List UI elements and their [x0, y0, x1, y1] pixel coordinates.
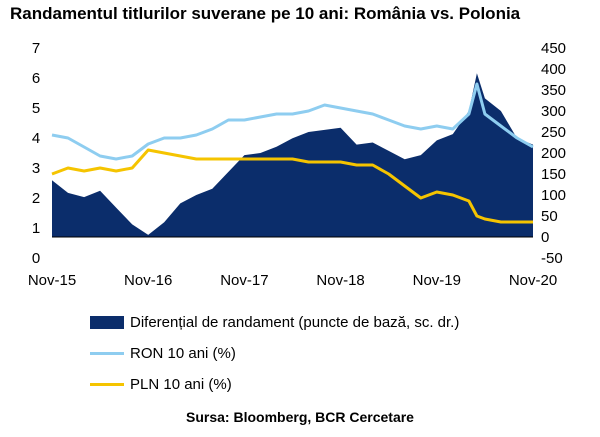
right-axis-tick-label: 150 [541, 166, 566, 183]
yield-chart: 0 1 2 3 4 5 6 7 -50 0 50 100 150 200 250 300 350 400 450 No… [28, 40, 566, 289]
legend-swatch-pln [90, 382, 124, 386]
right-axis-tick-label: 100 [541, 187, 566, 204]
right-axis-tick-label: 0 [541, 229, 549, 246]
x-axis-tick-label: Nov-17 [220, 272, 268, 289]
pln-10y-line [51, 148, 533, 224]
left-axis-tick-label: 4 [32, 130, 40, 147]
spread-area [52, 73, 533, 237]
left-axis-tick-label: 7 [32, 40, 40, 57]
legend-swatch-ron [90, 351, 124, 355]
right-axis-tick-label: 350 [541, 82, 566, 99]
legend-label-ron: RON 10 ani (%) [130, 344, 236, 362]
ron-10y-line [51, 82, 534, 161]
legend-item-ron: RON 10 ani (%) [90, 343, 236, 363]
legend-item-pln: PLN 10 ani (%) [90, 374, 232, 394]
right-axis-tick-label: 200 [541, 145, 566, 162]
source-note: Sursa: Bloomberg, BCR Cercetare [186, 409, 414, 425]
legend-swatch-spread [90, 315, 124, 329]
right-axis-tick-label: 250 [541, 124, 566, 141]
right-axis-tick-label: -50 [541, 250, 563, 267]
chart-title: Randamentul titlurilor suverane pe 10 an… [10, 4, 521, 23]
x-axis-tick-label: Nov-16 [124, 272, 172, 289]
legend-label-spread: Diferențial de randament (puncte de bază… [130, 313, 460, 331]
right-axis-tick-label: 50 [541, 208, 558, 225]
right-axis-tick-label: 450 [541, 40, 566, 57]
legend-item-spread: Diferențial de randament (puncte de bază… [90, 312, 459, 332]
right-axis-tick-label: 400 [541, 61, 566, 78]
x-axis-tick-label: Nov-20 [509, 272, 557, 289]
left-axis-tick-label: 2 [32, 190, 40, 207]
legend-label-pln: PLN 10 ani (%) [130, 375, 232, 393]
right-axis-tick-label: 300 [541, 103, 566, 120]
left-axis-tick-label: 6 [32, 70, 40, 87]
x-axis-tick-label: Nov-15 [28, 272, 76, 289]
left-axis-tick-label: 3 [32, 160, 40, 177]
x-axis-tick-label: Nov-18 [316, 272, 364, 289]
left-axis-tick-label: 1 [32, 220, 40, 237]
x-axis-tick-label: Nov-19 [413, 272, 461, 289]
left-axis-tick-label: 0 [32, 250, 40, 267]
left-axis-tick-label: 5 [32, 100, 40, 117]
